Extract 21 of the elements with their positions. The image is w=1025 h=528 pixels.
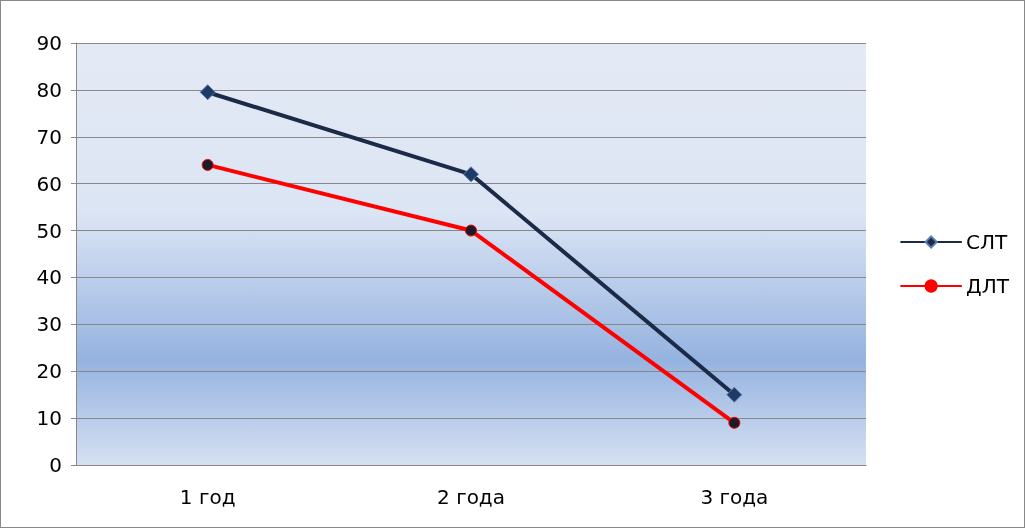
y-tick-label: 80 [36,77,62,102]
legend-label: СЛТ [966,230,1009,254]
y-tick-label: 50 [36,218,62,243]
y-tick-label: 10 [36,406,62,431]
legend-label: ДЛТ [966,274,1010,298]
y-tick-label: 20 [36,359,62,384]
point [465,224,477,237]
y-tick-label: 60 [36,171,62,196]
x-tick-label: 1 год [179,485,236,509]
x-tick-label: 3 года [700,485,769,509]
y-tick-label: 0 [49,453,62,477]
point [728,416,741,429]
x-tick-label: 2 года [437,485,505,509]
y-tick-label: 30 [36,312,62,337]
y-tick-label: 90 [36,31,62,55]
y-tick-label: 70 [36,124,62,149]
point [199,84,216,101]
point [201,158,214,171]
point [726,386,743,403]
point [463,166,479,183]
y-tick-label: 40 [36,265,62,290]
